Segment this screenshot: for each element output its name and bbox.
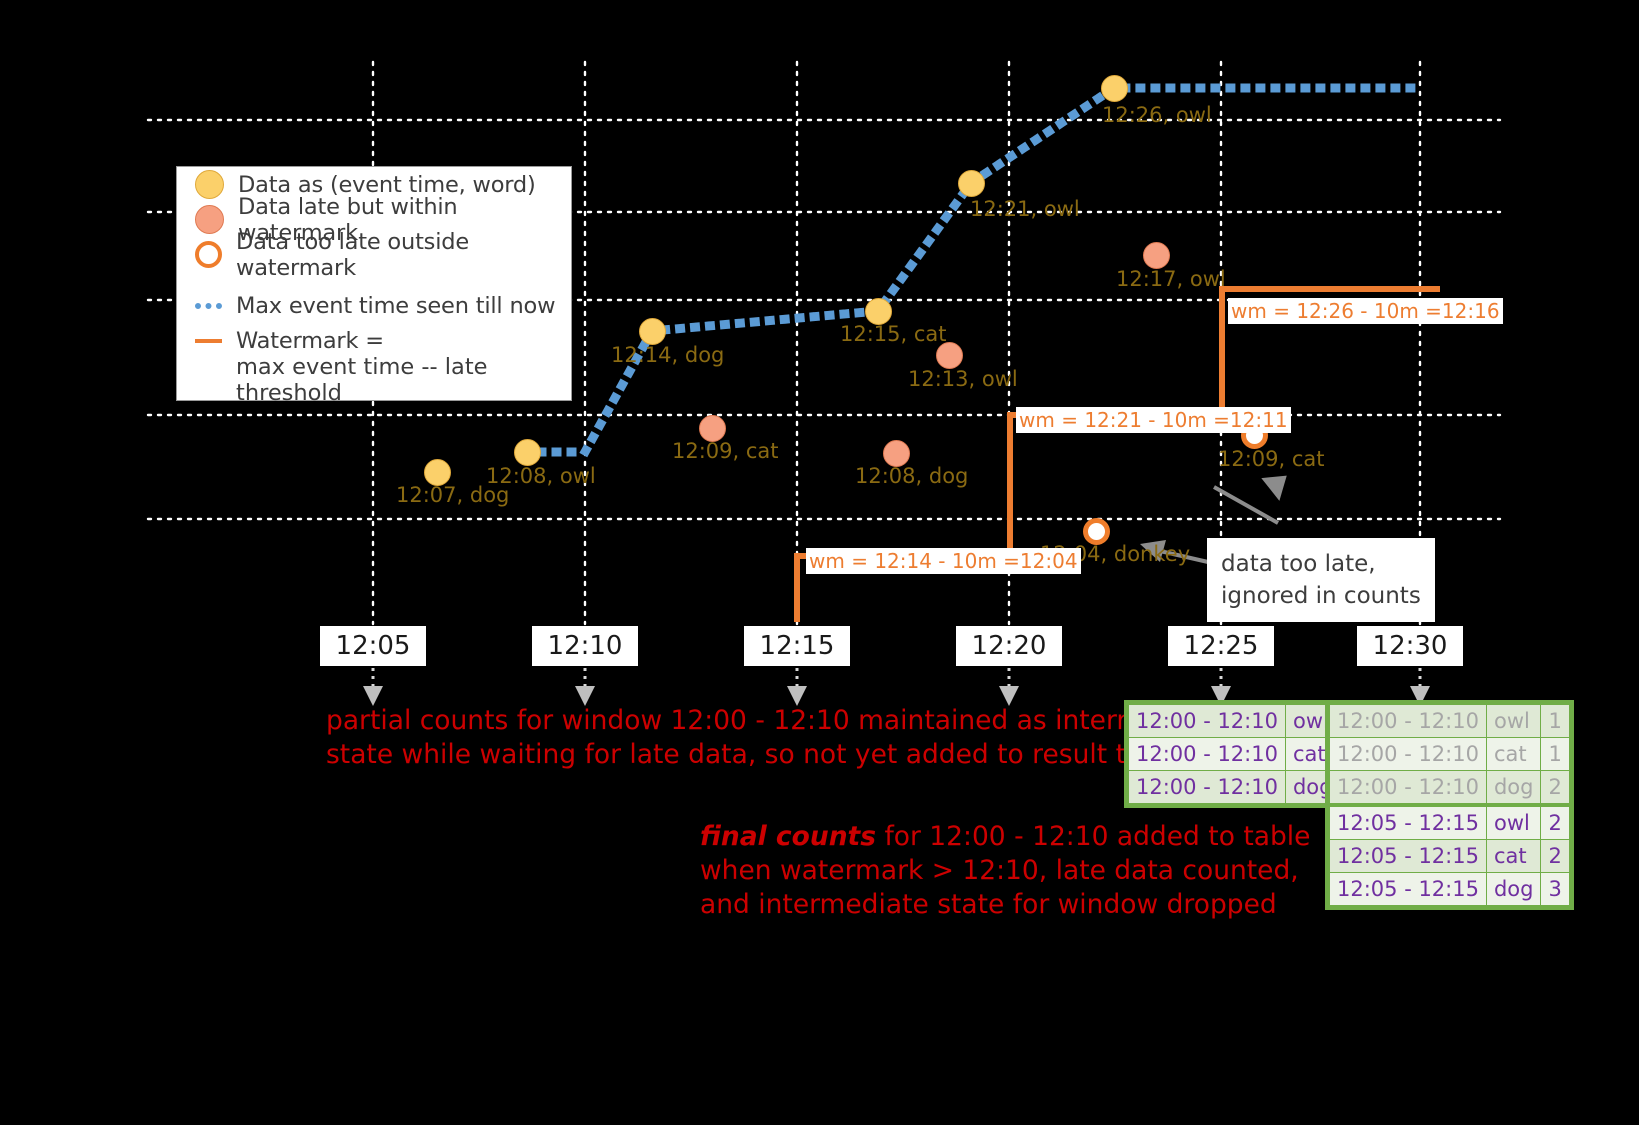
cell-count: 1 [1540,702,1572,738]
legend-label: Data too late outside watermark [236,228,469,281]
cell-count: 1 [1540,737,1572,771]
data-point-on-time [424,459,451,486]
legend-item-on-time: Data as (event time, word) [177,167,571,202]
final-note-rest: for 12:00 - 12:10 added to table [876,821,1311,852]
table-row: 12:00 - 12:10 owl 1 [1327,702,1572,738]
data-point-late [883,440,910,467]
watermark-label-1: wm = 12:14 - 10m =12:04 [806,548,1081,574]
cell-word: owl [1485,803,1542,840]
cell-window: 12:00 - 12:10 [1327,702,1487,738]
data-point-label: 12:07, dog [396,483,510,507]
too-late-callout: data too late, ignored in counts [1207,538,1435,622]
data-point-label: 12:17, owl [1116,267,1226,291]
data-point-late [936,342,963,369]
cell-window: 12:05 - 12:15 [1327,803,1487,840]
cell-word: dog [1485,770,1542,806]
legend-item-too-late: Data too late outside watermark [177,229,571,281]
data-point-label: 12:08, dog [855,464,969,488]
cell-window: 12:00 - 12:10 [1327,770,1487,806]
dotted-line-icon [195,302,222,309]
watermark-label-2: wm = 12:21 - 10m =12:11 [1016,407,1291,433]
axis-tick-1210: 12:10 [532,626,638,666]
legend-label: Max event time seen till now [236,292,556,319]
data-point-label: 12:09, cat [672,439,779,463]
partial-note-line-2: state while waiting for late data, so no… [326,739,1183,770]
axis-tick-1220: 12:20 [956,626,1062,666]
data-point-label: 12:09, cat [1218,447,1325,471]
legend-item-watermark: Watermark = [177,323,571,358]
table-row: 12:05 - 12:15 dog 3 [1327,872,1572,908]
hollow-circle-icon [195,241,222,268]
cell-count: 2 [1540,803,1572,840]
callout-line-2: ignored in counts [1221,583,1421,609]
max-event-time-line [536,83,1425,457]
legend: Data as (event time, word) Data late but… [176,166,572,406]
cell-count: 3 [1540,872,1572,908]
legend-watermark-sub: max event time -- late threshold [236,354,488,406]
final-counts-emphasis: final counts [700,821,877,852]
cell-word: owl [1485,702,1542,738]
final-counts-note: final counts for 12:00 - 12:10 added to … [700,820,1310,922]
cell-word: cat [1485,839,1542,873]
legend-label: Data as (event time, word) [238,171,536,198]
table-row: 12:00 - 12:10 cat 1 [1327,737,1572,771]
partial-counts-note: partial counts for window 12:00 - 12:10 … [326,704,1183,772]
salmon-circle-icon [195,205,224,234]
data-point-on-time [639,318,666,345]
data-point-on-time [514,439,541,466]
data-point-label: 12:08, owl [486,464,596,488]
cell-window: 12:00 - 12:10 [1126,737,1286,771]
axis-tick-1215: 12:15 [744,626,850,666]
legend-item-max-event-time: Max event time seen till now [177,288,571,323]
data-point-on-time [865,298,892,325]
result-table-1230: 12:00 - 12:10 owl 1 12:00 - 12:10 cat 1 … [1325,700,1574,910]
cell-window: 12:00 - 12:10 [1327,737,1487,771]
legend-label: Data late but within watermark [238,193,458,246]
axis-tick-1225: 12:25 [1168,626,1274,666]
cell-window: 12:00 - 12:10 [1126,702,1286,738]
axis-tick-1230: 12:30 [1357,626,1463,666]
partial-note-line-1: partial counts for window 12:00 - 12:10 … [326,705,1157,736]
data-point-too-late [1083,518,1110,545]
data-point-label: 12:14, dog [611,343,725,367]
legend-label: Watermark = [236,327,384,354]
table-row: 12:05 - 12:15 cat 2 [1327,839,1572,873]
table-row: 12:05 - 12:15 owl 2 [1327,803,1572,840]
solid-line-icon [195,338,222,343]
cell-word: dog [1485,872,1542,908]
cell-word: cat [1485,737,1542,771]
final-note-line-2: when watermark > 12:10, late data counte… [700,855,1299,886]
legend-item-late: Data late but within watermark [177,194,571,246]
watermark-label-3: wm = 12:26 - 10m =12:16 [1228,298,1503,324]
callout-line-1: data too late, [1221,551,1376,577]
cell-window: 12:05 - 12:15 [1327,872,1487,908]
final-note-line-3: and intermediate state for window droppe… [700,889,1277,920]
data-point-on-time [958,170,985,197]
yellow-circle-icon [195,170,224,199]
data-point-on-time [1101,75,1128,102]
data-point-late [1143,242,1170,269]
cell-window: 12:00 - 12:10 [1126,770,1286,806]
cell-count: 2 [1540,839,1572,873]
data-point-label: 12:26, owl [1102,103,1212,127]
cell-window: 12:05 - 12:15 [1327,839,1487,873]
table-row: 12:00 - 12:10 dog 2 [1327,770,1572,806]
data-point-label: 12:21, owl [970,197,1080,221]
data-point-label: 12:15, cat [840,322,947,346]
data-point-label: 12:13, owl [908,367,1018,391]
axis-tick-1205: 12:05 [320,626,426,666]
final-note-line-1: final counts for 12:00 - 12:10 added to … [700,820,1310,854]
cell-count: 2 [1540,770,1572,806]
data-point-late [699,415,726,442]
